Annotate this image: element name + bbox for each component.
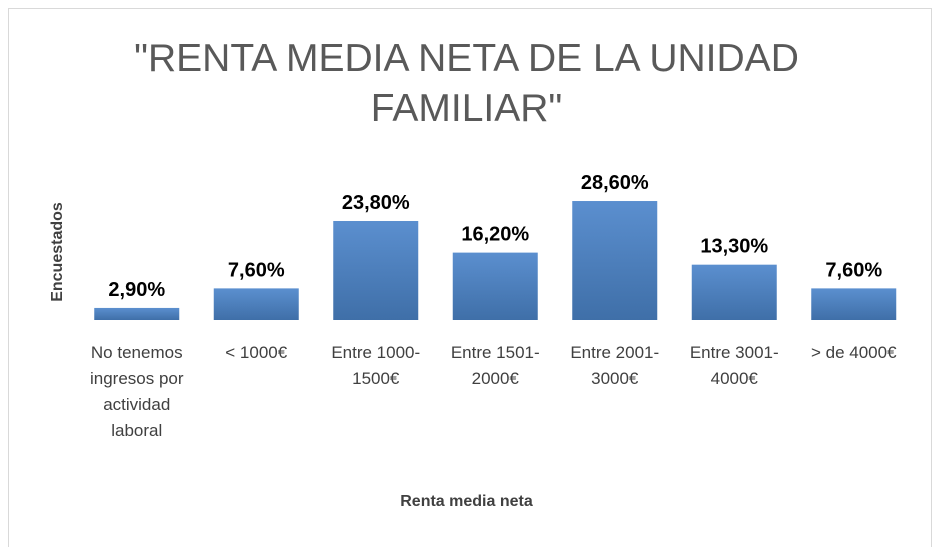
x-tick-label: Entre 1000-1500€ bbox=[331, 343, 421, 388]
data-label: 28,60% bbox=[581, 172, 649, 194]
chart-title: "RENTA MEDIA NETA DE LA UNIDAD FAMILIAR" bbox=[134, 37, 799, 130]
y-axis-label: Encuestados bbox=[49, 202, 66, 302]
x-tick-label: No tenemos ingresos por actividad labora… bbox=[89, 343, 184, 440]
x-tick-label: > de 4000€ bbox=[810, 343, 897, 362]
bar bbox=[452, 252, 538, 320]
bar bbox=[691, 264, 777, 320]
data-label: 13,30% bbox=[700, 236, 768, 258]
bar bbox=[572, 201, 658, 320]
bar bbox=[333, 220, 419, 320]
data-label: 16,20% bbox=[461, 224, 529, 246]
x-tick-label: Entre 2001-3000€ bbox=[570, 343, 660, 388]
bar bbox=[94, 307, 180, 320]
data-label: 7,60% bbox=[825, 259, 882, 281]
x-axis-label: Renta media neta bbox=[400, 493, 533, 510]
x-tick-label: Entre 1501-2000€ bbox=[450, 343, 540, 388]
x-tick-label: < 1000€ bbox=[225, 343, 288, 362]
data-label: 23,80% bbox=[342, 192, 410, 214]
x-tick-label: Entre 3001-4000€ bbox=[689, 343, 779, 388]
chart-frame bbox=[8, 8, 932, 547]
bar bbox=[213, 288, 299, 320]
bar bbox=[811, 288, 897, 320]
data-label: 7,60% bbox=[228, 259, 285, 281]
data-label: 2,90% bbox=[108, 279, 165, 301]
